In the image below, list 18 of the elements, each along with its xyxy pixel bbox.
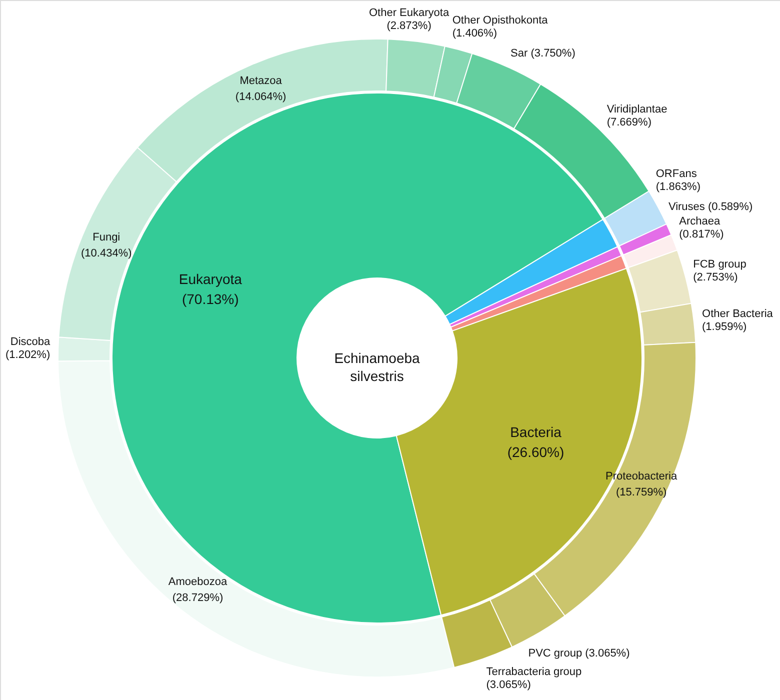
data-label: Other Bacteria (1.959%): [702, 308, 774, 334]
data-label: FCB group (2.753%): [693, 258, 746, 284]
data-label: Terrabacteria group (3.065%): [486, 666, 582, 691]
data-label: Viridiplantae (7.669%): [606, 104, 668, 129]
data-label: PVC group (3.065%): [528, 648, 630, 660]
data-label: Viruses (0.589%): [668, 200, 753, 213]
data-label: Archaea (0.817%): [679, 215, 724, 240]
data-label: ORFans (1.863%): [656, 168, 701, 193]
data-label: Other Opisthokonta (1.406%): [452, 14, 549, 40]
data-label: Other Eukaryota (2.873%): [368, 7, 450, 32]
data-label: Amoebozoa (28.729%): [168, 576, 228, 604]
data-label: Bacteria (26.60%): [507, 424, 564, 460]
data-label: Fungi (10.434%): [80, 232, 132, 260]
data-label: Metazoa (14.064%): [235, 75, 286, 104]
data-label: Sar (3.750%): [510, 48, 576, 60]
data-label: Discoba (1.202%): [5, 336, 51, 362]
data-label: Eukaryota (70.13%): [178, 270, 242, 307]
text: Echinamoeba silvestris: [334, 350, 420, 384]
